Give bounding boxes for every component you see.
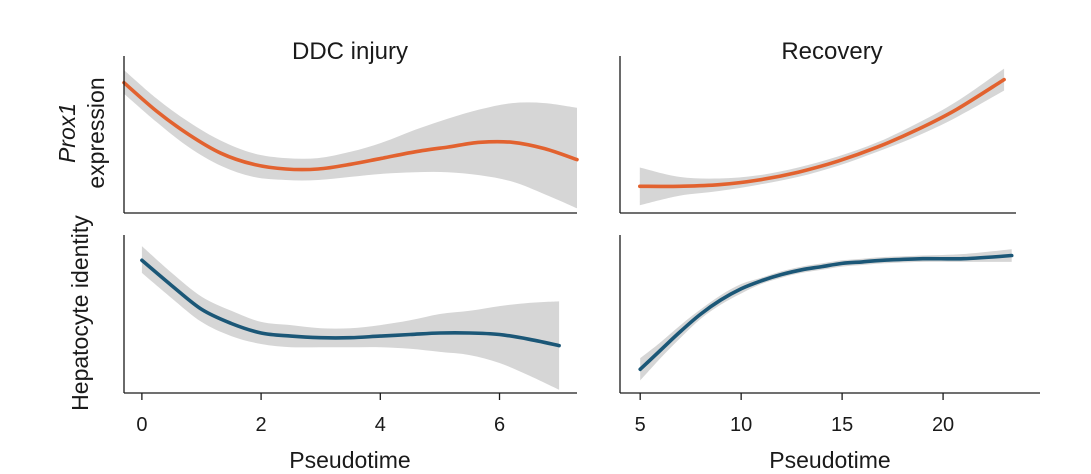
x-tick-label: 0 (136, 414, 147, 436)
x-tick-label: 2 (256, 414, 267, 436)
series-line (140, 258, 561, 348)
x-label-left: Pseudotime (289, 447, 410, 473)
confidence-band (141, 246, 560, 390)
y-label-prox1-italic: Prox1 (54, 103, 80, 163)
panel-ddc-injury-prox1 (122, 56, 579, 214)
panel-recovery-prox1 (619, 56, 1016, 214)
y-label-hepatocyte-identity: Hepatocyte identity (67, 215, 93, 411)
panel-title-ddc-injury: DDC injury (292, 38, 408, 65)
x-tick-label: 20 (932, 414, 954, 436)
panel-title-recovery: Recovery (781, 38, 882, 65)
x-tick-label: 4 (375, 414, 386, 436)
x-tick-label: 6 (494, 414, 505, 436)
x-tick-label: 10 (730, 414, 752, 436)
panel-recovery-hepatocyte: 5 10 15 20 (619, 235, 1040, 436)
series-line (122, 80, 579, 172)
confidence-band (639, 68, 1005, 206)
x-label-right: Pseudotime (769, 447, 890, 473)
series-line (638, 77, 1006, 189)
panel-ddc-injury-hepatocyte: 0 2 4 6 (123, 235, 577, 436)
x-tick-label: 5 (635, 414, 646, 436)
series-line (638, 253, 1014, 372)
y-label-expression: expression (83, 77, 109, 188)
confidence-band (640, 249, 1012, 381)
confidence-band (124, 70, 577, 209)
x-tick-label: 15 (831, 414, 853, 436)
